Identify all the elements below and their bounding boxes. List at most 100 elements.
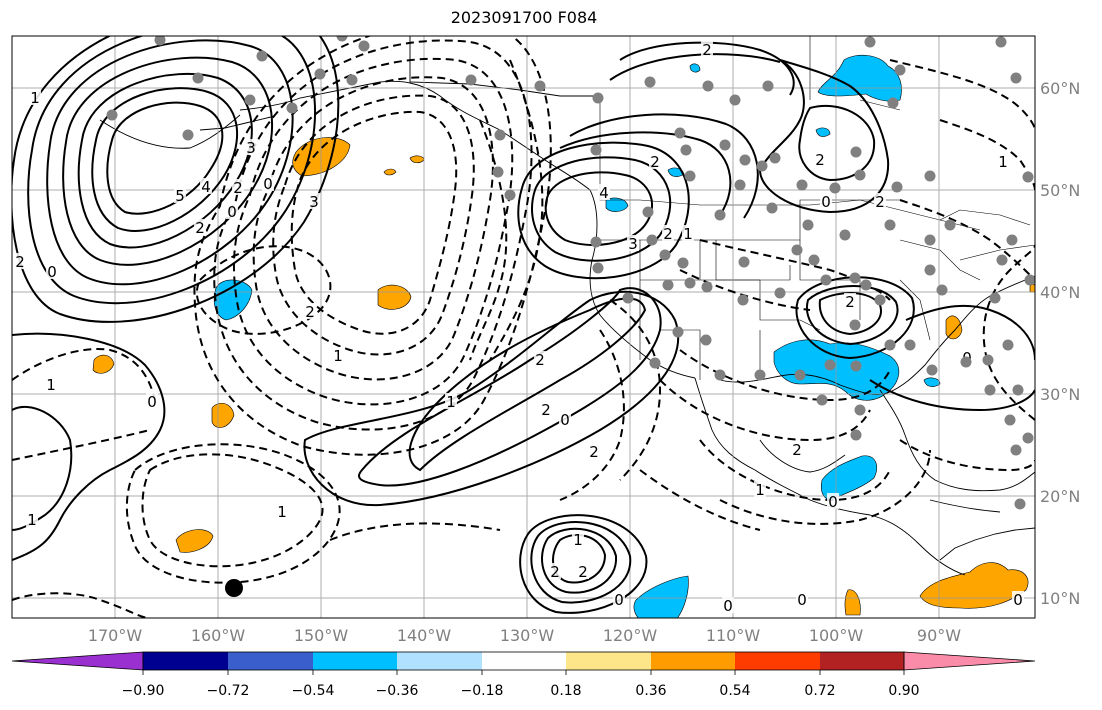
contour-label-bg bbox=[245, 139, 257, 155]
station-dot bbox=[924, 264, 936, 276]
contour-label: 2 bbox=[792, 441, 802, 459]
colorbar-tick-label: −0.90 bbox=[122, 683, 165, 699]
station-dot bbox=[492, 166, 504, 178]
contour-label: 2 bbox=[815, 151, 825, 169]
colorbar-bin bbox=[228, 652, 313, 670]
station-dot bbox=[737, 294, 749, 306]
contour-label: 1 bbox=[573, 531, 583, 549]
station-dot bbox=[700, 334, 712, 346]
contour-label-bg bbox=[332, 347, 344, 363]
colorbar-tick-label: 0.18 bbox=[550, 683, 581, 699]
station-dot bbox=[891, 181, 903, 193]
contour-label-bg bbox=[791, 441, 803, 457]
station-dot bbox=[592, 262, 604, 274]
station-dot bbox=[534, 80, 546, 92]
station-dot bbox=[677, 257, 689, 269]
station-dot bbox=[465, 74, 477, 86]
station-dot bbox=[816, 394, 828, 406]
contour-label-bg bbox=[29, 89, 41, 105]
positive-anomaly-area bbox=[377, 284, 412, 310]
colorbar-tick-label: −0.36 bbox=[376, 683, 419, 699]
colorbar-tick-label: 0.90 bbox=[888, 683, 919, 699]
station-dot bbox=[1014, 498, 1026, 510]
colorbar-bin bbox=[482, 652, 566, 670]
station-dot bbox=[106, 109, 118, 121]
colorbar-frame bbox=[142, 651, 905, 671]
contour-label-bg bbox=[814, 151, 826, 167]
station-dot bbox=[820, 274, 832, 286]
station-dot bbox=[824, 359, 836, 371]
storm-center-marker bbox=[225, 579, 243, 597]
contour-label: 0 bbox=[227, 203, 237, 221]
station-dot bbox=[494, 129, 506, 141]
contour-label-bg bbox=[559, 411, 571, 427]
station-dot bbox=[796, 179, 808, 191]
lat-label: 10°N bbox=[1040, 589, 1080, 608]
longitude-labels: 170°W 160°W 150°W 140°W 130°W 120°W 110°… bbox=[88, 626, 961, 645]
lon-label: 160°W bbox=[191, 626, 246, 645]
station-dot bbox=[1010, 72, 1022, 84]
contour-label: 2 bbox=[305, 303, 315, 321]
contour-label: 2 bbox=[233, 179, 243, 197]
colorbar-tick-label: 0.54 bbox=[719, 683, 750, 699]
lon-label: 130°W bbox=[500, 626, 555, 645]
contour-label: 1 bbox=[333, 347, 343, 365]
contour-label: 3 bbox=[309, 193, 319, 211]
lon-label: 140°W bbox=[397, 626, 452, 645]
colorbar-bin bbox=[143, 652, 228, 670]
negative-anomaly-area bbox=[815, 127, 831, 137]
contour-label: 0 bbox=[723, 597, 733, 615]
station-dot bbox=[680, 144, 692, 156]
colorbar-tick-label: 0.36 bbox=[635, 683, 666, 699]
station-dot bbox=[1004, 414, 1016, 426]
contour-label: 0 bbox=[47, 263, 57, 281]
station-dot bbox=[1024, 274, 1035, 286]
positive-anomaly-area bbox=[409, 155, 425, 164]
station-dot bbox=[358, 40, 370, 52]
station-dot bbox=[944, 219, 956, 231]
positive-anomaly-area bbox=[919, 562, 1029, 609]
colorbar-bin bbox=[566, 652, 651, 670]
contour-label-bg bbox=[827, 493, 839, 509]
contour-label-bg bbox=[276, 503, 288, 519]
contour-label-bg bbox=[701, 41, 713, 57]
station-dot bbox=[739, 154, 751, 166]
lat-label: 30°N bbox=[1040, 385, 1080, 404]
contour-label-bg bbox=[308, 193, 320, 209]
colorbar-extend-left bbox=[11, 651, 144, 671]
colorbar-tick-label: −0.18 bbox=[461, 683, 504, 699]
station-dot bbox=[884, 219, 896, 231]
negative-anomaly-area bbox=[817, 54, 902, 102]
colorbar-tick-label: 0.72 bbox=[804, 683, 835, 699]
contour-label: 2 bbox=[15, 253, 25, 271]
station-dot bbox=[982, 354, 994, 366]
negative-anomaly-area bbox=[633, 575, 689, 618]
contour-label-bg bbox=[722, 597, 734, 613]
station-dot bbox=[936, 284, 948, 296]
station-dot bbox=[192, 72, 204, 84]
contour-label-bg bbox=[304, 303, 316, 319]
station-dot bbox=[829, 182, 841, 194]
colorbar-tick-label: −0.54 bbox=[292, 683, 335, 699]
contour-label-bg bbox=[682, 225, 694, 241]
contour-label: 2 bbox=[578, 563, 588, 581]
station-dot bbox=[989, 292, 1001, 304]
contour-label-bg bbox=[627, 235, 639, 251]
station-dot bbox=[590, 236, 602, 248]
contour-label: 1 bbox=[755, 481, 765, 499]
station-dot bbox=[854, 404, 866, 416]
station-dot bbox=[802, 219, 814, 231]
contour-label: 1 bbox=[446, 393, 456, 411]
station-dot bbox=[1022, 171, 1034, 183]
contour-label: 3 bbox=[246, 139, 256, 157]
station-dot bbox=[1022, 432, 1034, 444]
station-dot bbox=[154, 36, 166, 46]
contour-label-bg bbox=[549, 563, 561, 579]
station-dot bbox=[791, 244, 803, 256]
station-dot bbox=[924, 234, 936, 246]
station-dot bbox=[719, 139, 731, 151]
station-dot bbox=[659, 249, 671, 261]
contour-label: 1 bbox=[277, 503, 287, 521]
station-dot bbox=[774, 287, 786, 299]
contour-label: 2 bbox=[589, 443, 599, 461]
